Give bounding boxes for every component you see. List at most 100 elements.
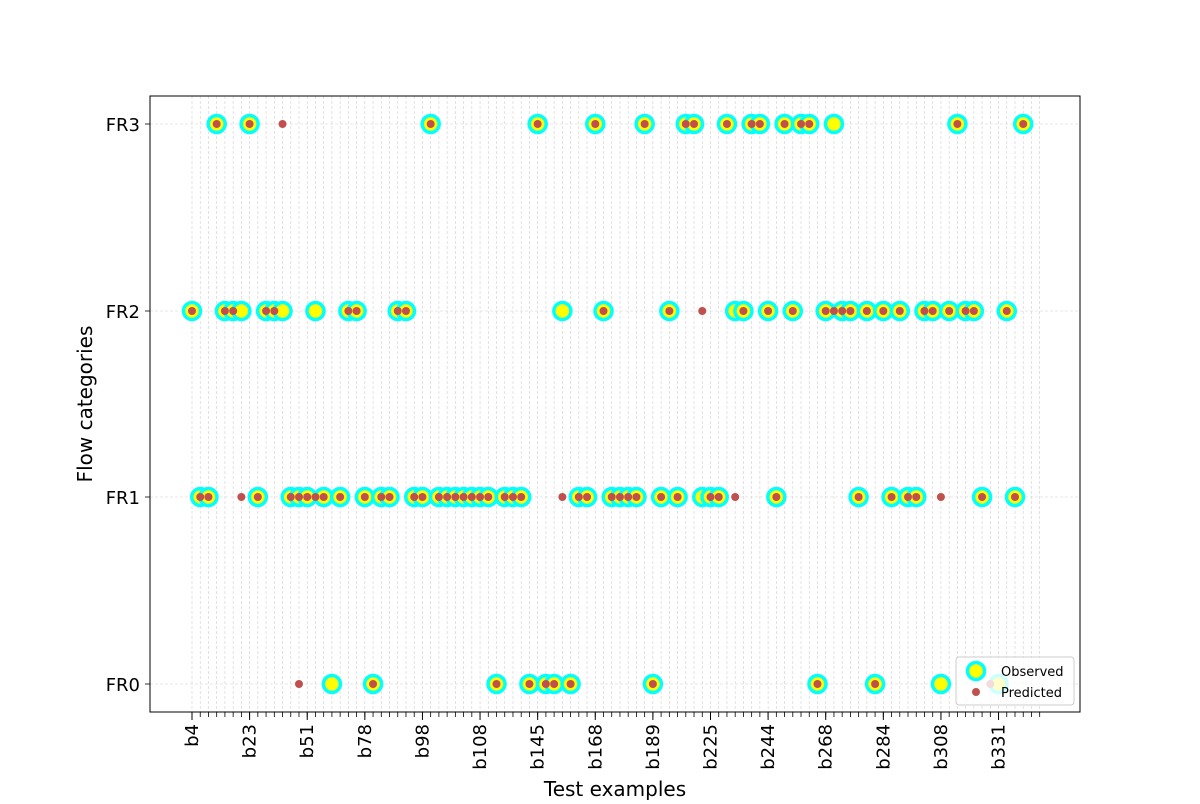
x-tick-label: b4 (182, 724, 203, 747)
predicted-point (788, 307, 797, 315)
predicted-point (451, 493, 460, 501)
predicted-point (854, 493, 863, 501)
predicted-point (286, 493, 295, 501)
predicted-point (871, 680, 880, 688)
x-tick-label: b168 (585, 724, 606, 770)
observed-point (930, 673, 952, 695)
predicted-point (418, 493, 427, 501)
x-axis-label: Test examples (543, 777, 686, 800)
predicted-point (344, 307, 353, 315)
predicted-point (739, 307, 748, 315)
predicted-point (632, 493, 641, 501)
predicted-point (360, 493, 369, 501)
predicted-point (912, 493, 921, 501)
predicted-point (484, 493, 493, 501)
x-tick-label: b308 (931, 724, 952, 770)
grid (150, 96, 1080, 712)
x-tick-label: b189 (643, 724, 664, 770)
predicted-point (879, 307, 888, 315)
predicted-point (838, 307, 847, 315)
predicted-point (377, 493, 386, 501)
predicted-point (764, 307, 773, 315)
predicted-point (780, 120, 789, 128)
y-tick-label: FR3 (106, 115, 140, 136)
x-tick-label: b108 (470, 724, 491, 770)
predicted-point (657, 493, 666, 501)
predicted-point (352, 307, 361, 315)
predicted-point (615, 493, 624, 501)
x-tick-label: b225 (700, 724, 721, 770)
y-tick-label: FR2 (106, 302, 140, 323)
x-tick-label: b284 (873, 724, 894, 770)
x-tick-label: b145 (528, 724, 549, 770)
predicted-point (492, 680, 501, 688)
predicted-point (525, 680, 534, 688)
predicted-point (550, 680, 559, 688)
legend: Observed Predicted (955, 656, 1075, 706)
predicted-point (805, 120, 814, 128)
predicted-point (369, 680, 378, 688)
observed-point (321, 673, 343, 695)
observed-point (823, 113, 845, 135)
predicted-point (294, 680, 303, 688)
x-tick-label: b268 (816, 724, 837, 770)
y-axis-label: Flow categories (73, 326, 97, 483)
x-tick-label: b78 (355, 724, 376, 758)
predicted-point (459, 493, 468, 501)
predicted-point (797, 120, 806, 128)
predicted-point (731, 493, 740, 501)
predicted-point (336, 493, 345, 501)
predicted-point (188, 307, 196, 315)
predicted-point (673, 493, 682, 501)
predicted-point (961, 307, 970, 315)
predicted-point (714, 493, 723, 501)
predicted-point (945, 307, 954, 315)
x-tick-label: b331 (989, 724, 1010, 770)
predicted-point (566, 680, 575, 688)
predicted-point (1011, 493, 1019, 501)
predicted-point (978, 493, 987, 501)
predicted-point (393, 307, 402, 315)
predicted-point (936, 493, 945, 501)
predicted-point (895, 307, 904, 315)
predicted-point (607, 493, 616, 501)
predicted-point (599, 307, 608, 315)
data-points (181, 113, 1034, 695)
predicted-point (443, 493, 452, 501)
observed-point (305, 300, 326, 322)
predicted-point (426, 120, 435, 128)
predicted-point (1002, 307, 1011, 315)
predicted-point (690, 120, 699, 128)
legend-predicted-label: Predicted (1001, 686, 1062, 701)
y-tick-label: FR0 (106, 675, 140, 696)
observed-point (552, 300, 573, 322)
legend-observed-marker (965, 660, 987, 682)
predicted-point (410, 493, 419, 501)
predicted-point (969, 307, 978, 315)
x-tick-label: b98 (412, 724, 433, 758)
predicted-point (558, 493, 567, 501)
x-tick-label: b23 (240, 724, 261, 758)
predicted-point (311, 493, 320, 501)
predicted-point (476, 493, 485, 501)
predicted-point (500, 493, 509, 501)
predicted-point (245, 120, 254, 128)
predicted-point (541, 680, 550, 688)
predicted-point (920, 307, 929, 315)
predicted-point (821, 307, 830, 315)
x-tick-label: b244 (758, 724, 779, 770)
predicted-point (508, 493, 517, 501)
predicted-point (928, 307, 937, 315)
predicted-point (583, 493, 592, 501)
predicted-point (434, 493, 443, 501)
predicted-point (319, 493, 328, 501)
predicted-point (648, 680, 657, 688)
predicted-point (237, 493, 246, 501)
predicted-point (755, 120, 764, 128)
predicted-point (401, 307, 410, 315)
predicted-point (229, 307, 238, 315)
predicted-point (196, 493, 205, 501)
predicted-point (385, 493, 394, 501)
